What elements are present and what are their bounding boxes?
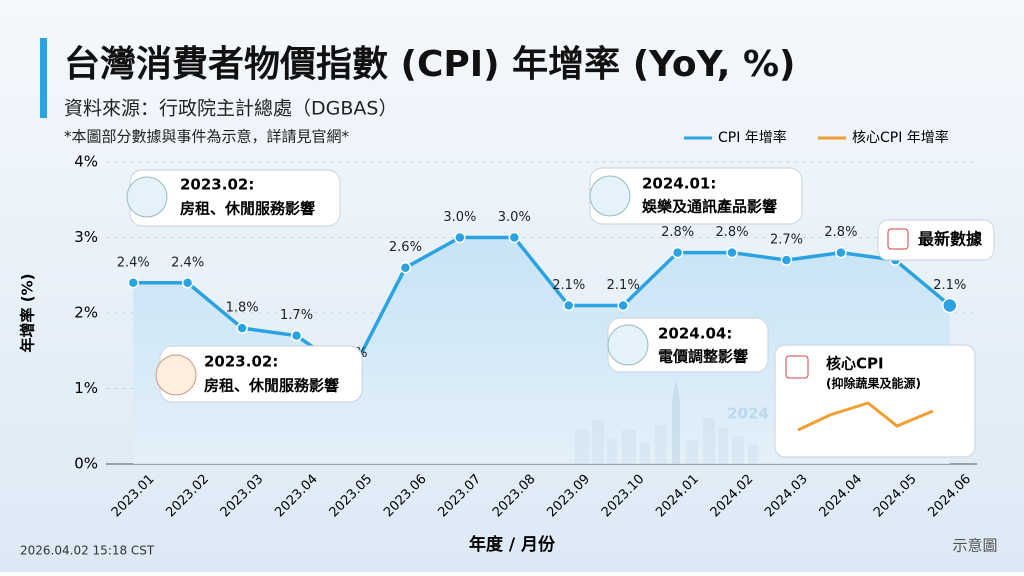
data-label: 2.8% <box>661 225 694 240</box>
point <box>780 254 793 266</box>
data-label: 2.1% <box>933 278 966 293</box>
subtitle: 資料來源：行政院主計總處（DGBAS） <box>64 98 397 120</box>
y-tick-label: 0% <box>74 455 98 473</box>
data-label: 2.4% <box>117 255 150 270</box>
callout: 2023.02: 房租、休閒服務影響 <box>126 169 341 227</box>
point <box>508 231 521 244</box>
watermark: 示意圖 <box>952 537 997 555</box>
callout-title: 最新數據 <box>918 230 983 249</box>
y-tick-label: 4% <box>74 153 98 171</box>
callout-text: 電價調整影響 <box>658 348 748 366</box>
point <box>127 277 139 289</box>
y-tick-label: 2% <box>74 304 98 322</box>
point <box>562 299 575 312</box>
data-label: 2.4% <box>171 255 204 270</box>
callout-text: 娛樂及通訊產品影響 <box>641 198 777 216</box>
data-label: 1.8% <box>226 301 259 316</box>
chart-title: 台灣消費者物價指數 (CPI) 年增率 (YoY, %) <box>64 44 796 85</box>
callout-title: 2023.02: <box>180 176 254 194</box>
legend-label: CPI 年增率 <box>718 129 787 146</box>
timestamp: 2026.04.02 15:18 CST <box>20 544 155 558</box>
callout-title: 2024.01: <box>642 175 716 193</box>
y-tick-label: 1% <box>74 379 98 397</box>
point <box>617 299 629 312</box>
area <box>133 237 950 464</box>
y-tick-label: 3% <box>74 228 98 246</box>
point <box>290 329 303 342</box>
data-label: 1.7% <box>280 308 313 323</box>
data-label: 2.1% <box>607 278 640 293</box>
point <box>399 261 412 274</box>
callout: 2023.02: 房租、休閒服務影響 <box>155 345 363 403</box>
point <box>671 246 684 259</box>
data-label: 2.8% <box>716 225 749 240</box>
data-label: 2.1% <box>552 278 585 293</box>
point <box>835 246 847 259</box>
callout-title: 2023.02: <box>204 353 278 371</box>
inset-title: 核心CPI <box>826 355 884 373</box>
point <box>236 322 248 334</box>
callout-title: 2024.04: <box>658 325 732 343</box>
callout-text: 房租、休閒服務影響 <box>204 377 339 395</box>
data-label: 2.6% <box>389 240 422 255</box>
callout: 2024.04: 電價調整影響 <box>607 317 769 373</box>
inset-sketch <box>797 401 934 432</box>
accent-bar <box>40 38 47 118</box>
legend-label: 核心CPI 年增率 <box>852 129 949 146</box>
callout-text: 房租、休閒服務影響 <box>180 200 315 218</box>
point <box>726 246 738 259</box>
x-axis-label: 年度 / 月份 <box>469 534 556 555</box>
inset: 核心CPI (抑除蔬果及能源) <box>774 344 976 458</box>
callout: 最新數據 <box>877 219 995 261</box>
data-label: 2.8% <box>824 225 857 240</box>
data-label: 2.7% <box>770 233 803 248</box>
series-line <box>133 235 951 376</box>
data-label: 3.0% <box>443 210 476 225</box>
legend: CPI 年增率 核心CPI 年增率 <box>684 129 949 146</box>
note: *本圖部分數據與事件為示意，詳請見官網* <box>64 128 350 146</box>
data-label: 3.0% <box>498 210 531 225</box>
point <box>454 231 466 244</box>
callout: 2024.01: 娛樂及通訊產品影響 <box>589 167 803 225</box>
y-axis-label: 年增率 (%) <box>19 274 37 353</box>
point <box>942 297 958 314</box>
point <box>181 277 194 289</box>
inset-text: (抑除蔬果及能源) <box>826 376 921 391</box>
